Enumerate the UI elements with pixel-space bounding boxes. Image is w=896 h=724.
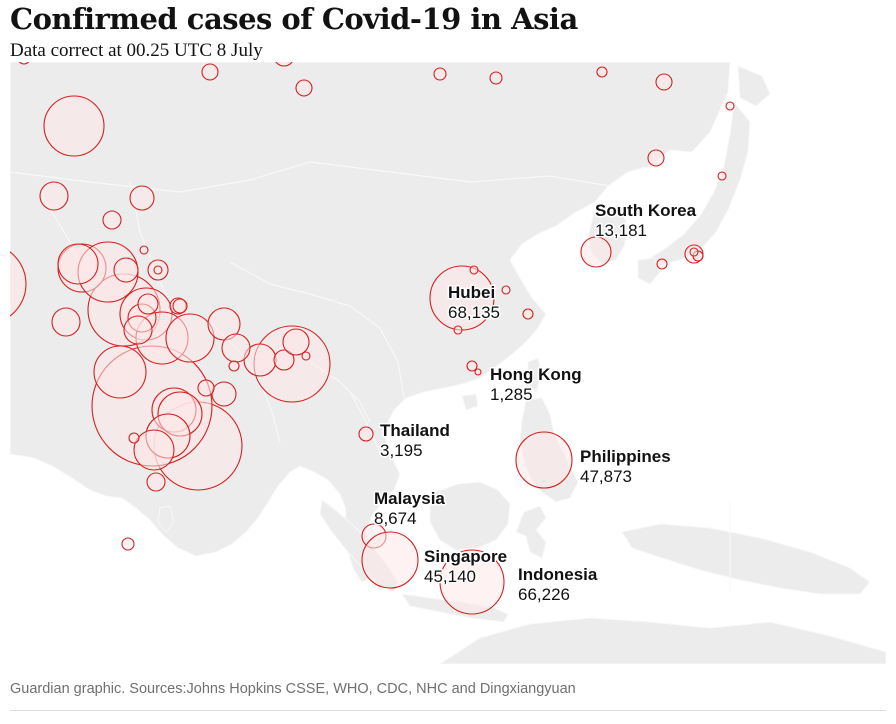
bubble-beijing: [596, 66, 608, 78]
bubble-myanmar: [273, 349, 295, 371]
map-canvas: South Korea 13,181 Hubei 68,135 Hong Kon…: [10, 62, 886, 664]
bubble-oman: [93, 345, 147, 399]
bubble-small-7: [146, 472, 166, 492]
bubble-uzbekistan: [102, 210, 122, 230]
bubble-hokkaido: [717, 171, 727, 181]
bubble-oman2: [197, 379, 215, 397]
chart-subtitle: Data correct at 00.25 UTC 8 July: [10, 40, 263, 61]
bubble-cambodia: [282, 328, 310, 356]
bubble-liaoning: [647, 149, 665, 167]
bubble-srilanka: [211, 381, 237, 407]
bubble-armenia: [113, 257, 139, 283]
bubble-small-1: [139, 245, 149, 255]
label-hong-kong-value: 1,285: [490, 385, 533, 404]
label-south-korea-value: 13,181: [595, 221, 647, 240]
label-indonesia-name: Indonesia: [518, 565, 598, 584]
label-thailand-value: 3,195: [380, 441, 423, 460]
land-new-guinea: [621, 523, 871, 595]
bubble-tajikistan: [137, 293, 159, 315]
bubble-hunan: [453, 325, 463, 335]
bubble-syria: [57, 243, 99, 285]
land-sulawesi: [515, 505, 547, 559]
bubble-thailand: [358, 426, 374, 442]
label-thailand-name: Thailand: [380, 421, 450, 440]
bubble-macau: [474, 368, 482, 376]
bubble-small-3: [172, 298, 188, 314]
bubble-uae: [165, 313, 215, 363]
bubble-small-8: [121, 537, 135, 551]
label-indonesia-value: 66,226: [518, 585, 570, 604]
bubble-small-9: [201, 63, 219, 81]
bottom-divider: [10, 710, 886, 711]
bubble-indonesia: [439, 549, 505, 615]
bubble-zhejiang: [522, 308, 534, 320]
label-hubei-name: Hubei: [448, 283, 495, 302]
bubble-mongolia: [433, 67, 447, 81]
bubble-small-12: [18, 62, 30, 65]
bubble-henan: [469, 265, 479, 275]
bubble-iran: [10, 251, 27, 317]
land-taiwan: [527, 357, 543, 393]
bubble-south-korea: [580, 236, 612, 268]
bubble-georgia: [123, 315, 153, 345]
label-philippines-value: 47,873: [580, 467, 632, 486]
label-philippines-name: Philippines: [580, 447, 671, 466]
land-sri-lanka: [157, 505, 175, 533]
bubble-small-4: [301, 351, 311, 361]
land-hainan: [461, 393, 479, 411]
bubble-japan-osaka: [656, 258, 668, 270]
bubble-small-2: [153, 265, 163, 275]
land-borneo: [429, 481, 511, 551]
label-hubei-value: 68,135: [448, 303, 500, 322]
bubble-small-10: [295, 79, 313, 97]
chart-title: Confirmed cases of Covid-19 in Asia: [10, 2, 578, 36]
land-japan-kyushu: [637, 257, 661, 285]
label-hong-kong-name: Hong Kong: [490, 365, 582, 384]
bubble-anhui: [501, 285, 511, 295]
bubble-russia: [43, 95, 105, 157]
bubble-heilongjiang: [655, 73, 673, 91]
land-australia: [439, 617, 886, 664]
asia-map: South Korea 13,181 Hubei 68,135 Hong Kon…: [10, 62, 886, 664]
bubble-kyrgyzstan: [129, 185, 155, 211]
label-singapore-name: Singapore: [424, 547, 507, 566]
labels-layer: South Korea 13,181 Hubei 68,135 Hong Kon…: [373, 200, 699, 606]
bubble-layer: [10, 62, 735, 615]
bubble-maldives: [133, 429, 175, 471]
bubble-small-11: [275, 62, 293, 67]
land-japan-hokkaido: [737, 65, 771, 107]
label-malaysia-value: 8,674: [374, 509, 417, 528]
bubble-israel: [51, 307, 81, 337]
bubble-laos: [221, 333, 251, 363]
bubble-singapore: [361, 531, 419, 589]
bubble-hong-kong: [466, 360, 478, 372]
source-credit: Guardian graphic. Sources:Johns Hopkins …: [10, 681, 576, 697]
bubble-china-north: [489, 71, 503, 85]
bubble-small-6: [128, 432, 140, 444]
label-south-korea-name: South Korea: [595, 201, 697, 220]
bubble-jilin: [725, 101, 735, 111]
bubble-small-5: [228, 360, 240, 372]
bubble-tokyo-3: [689, 247, 699, 257]
bubble-kazakhstan: [39, 181, 69, 211]
label-singapore-value: 45,140: [424, 567, 476, 586]
label-malaysia-name: Malaysia: [374, 489, 445, 508]
bubble-philippines: [515, 431, 573, 489]
